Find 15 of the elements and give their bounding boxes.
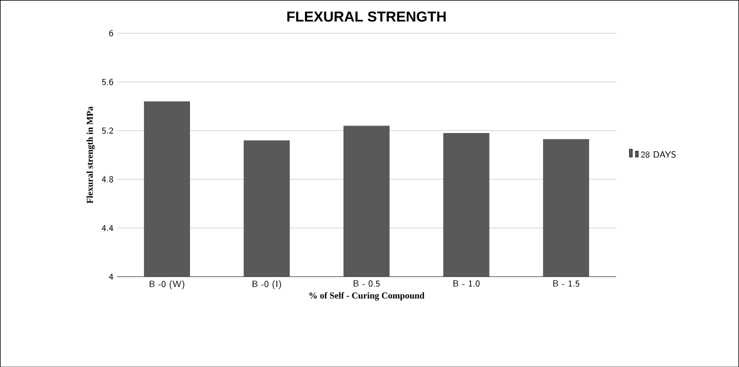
legend-label: 28 DAYS	[641, 150, 676, 158]
y-tick-label: 4.8	[102, 176, 114, 182]
y-tick-label: 5.6	[102, 78, 114, 85]
y-axis-title: Flexural strength in MPa	[86, 106, 95, 204]
y-tick-label: 6	[109, 30, 114, 36]
chart-title: FLEXURAL STRENGTH	[287, 11, 446, 22]
x-tick-label: B -0 (W)	[150, 280, 184, 290]
y-tick-label: 5.2	[102, 127, 114, 134]
y-tick-label: 4	[109, 274, 114, 280]
x-tick-label: B - 0.5	[354, 280, 380, 287]
x-axis-title: % of Self - Curing Compound	[309, 292, 424, 300]
x-tick-label: B - 1.0	[454, 280, 480, 287]
x-tick-label: B - 1.5	[553, 280, 580, 287]
y-tick-label: 4.4	[102, 224, 114, 231]
x-tick-label: B -0 (I)	[252, 280, 281, 290]
